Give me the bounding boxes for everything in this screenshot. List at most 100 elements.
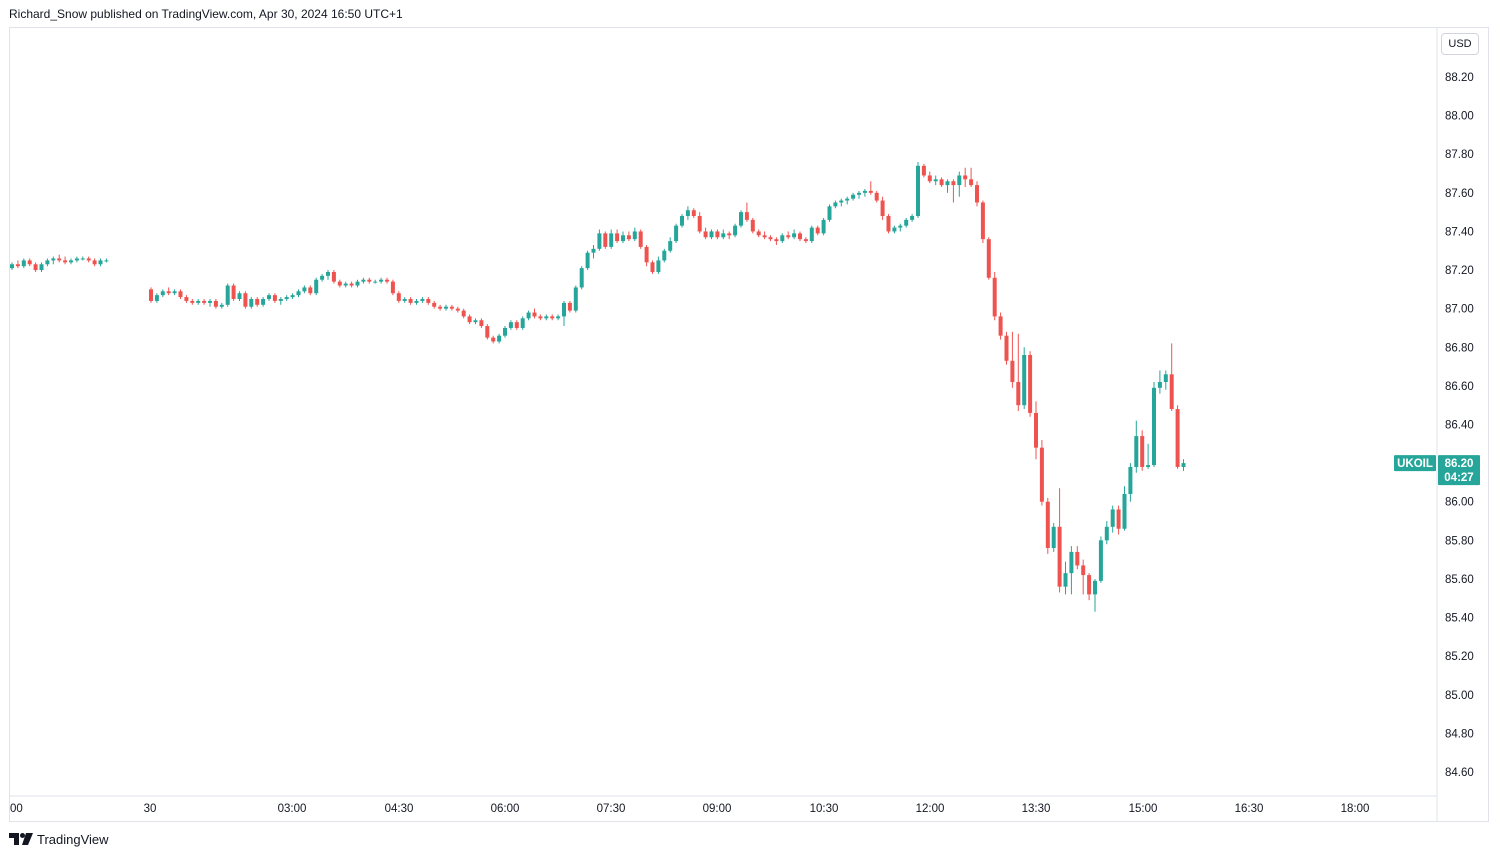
price-axis[interactable]: 88.20 88.00 87.80 87.60 87.40 87.20 87.00 86.80… [1445, 72, 1474, 779]
candle-body [497, 335, 502, 342]
candle-body [969, 179, 974, 186]
candle [597, 229, 602, 251]
candle-body [503, 327, 507, 336]
candle [160, 289, 165, 298]
candle [886, 214, 891, 234]
candle [739, 210, 743, 228]
candle [154, 293, 159, 303]
candle [426, 297, 431, 305]
candle-body [514, 322, 519, 328]
candle [27, 258, 32, 267]
candle-body [668, 241, 673, 251]
candle-body [355, 281, 360, 286]
candle [1175, 405, 1180, 469]
candle-body [1022, 355, 1027, 406]
candle-body [1093, 580, 1097, 595]
candle-body [1110, 509, 1115, 527]
candle [833, 200, 838, 209]
candle [92, 258, 97, 267]
candle-body [980, 202, 985, 240]
candle [86, 256, 91, 263]
candle [1134, 420, 1139, 473]
candle [1128, 463, 1133, 502]
candle-body [27, 260, 32, 265]
candle [697, 212, 702, 234]
price-tick-label: 86.00 [1445, 497, 1474, 509]
candle [255, 297, 260, 307]
candle [231, 283, 236, 301]
candle-body [685, 210, 690, 216]
candle-body [880, 200, 885, 216]
candle-body [1175, 409, 1180, 467]
price-tick-label: 85.20 [1445, 651, 1474, 663]
candle-body [432, 302, 437, 307]
candle [986, 237, 991, 280]
candle-body [219, 304, 224, 307]
currency-button[interactable]: USD [1441, 33, 1479, 55]
candle-body [798, 233, 802, 240]
candle-body [851, 194, 856, 199]
candle [331, 270, 336, 284]
candle [691, 208, 696, 218]
time-tick-label: 18:00 [1341, 803, 1370, 815]
time-tick-label: 06:00 [491, 803, 520, 815]
candle [98, 258, 103, 267]
candle-body [998, 316, 1003, 336]
candle-body [261, 299, 266, 305]
candle [485, 324, 490, 340]
candle [815, 225, 820, 236]
price-tick-label: 87.00 [1445, 304, 1474, 316]
candle [243, 291, 248, 309]
candle-body [225, 285, 230, 305]
candle-body [396, 293, 401, 301]
candle-body [827, 206, 832, 220]
candle-body [74, 258, 79, 261]
candle [1157, 370, 1162, 394]
candle [202, 299, 207, 305]
candle-body [1039, 447, 1044, 502]
candle-body [963, 175, 968, 180]
candle-body [638, 231, 643, 247]
candle-body [449, 306, 454, 309]
candle [1093, 578, 1097, 612]
candle [178, 289, 183, 300]
candle-body [255, 299, 260, 305]
candle [379, 277, 384, 284]
candle-body [1104, 526, 1109, 541]
candle [184, 295, 189, 303]
candle-body [780, 235, 785, 242]
candle [1163, 370, 1168, 390]
candle [780, 233, 785, 244]
candle [296, 289, 301, 298]
candle [827, 204, 832, 222]
candle-body [839, 200, 844, 203]
candle-body [15, 264, 20, 267]
candle [650, 260, 655, 274]
candle-body [709, 231, 714, 238]
candle-body [149, 289, 153, 301]
candle [638, 229, 643, 249]
time-axis[interactable]: 00 30 03:00 04:30 06:00 07:30 09:00 10:30 12:00 1… [10, 803, 1369, 815]
candle [1110, 505, 1115, 533]
candle [898, 223, 903, 232]
candle [208, 299, 212, 307]
candle [508, 320, 513, 330]
candle [449, 304, 454, 311]
candle-body [1134, 436, 1139, 467]
chart-frame [9, 27, 1489, 822]
price-tick-label: 86.60 [1445, 381, 1474, 393]
candle [939, 177, 944, 188]
candle-body [868, 190, 873, 193]
candle-body [733, 225, 738, 236]
candle [278, 297, 283, 305]
candle-body [45, 260, 50, 265]
brand[interactable]: TradingView [9, 831, 109, 847]
candle [373, 279, 378, 284]
candle-body [1063, 573, 1068, 587]
candle [1116, 505, 1121, 535]
symbol-label: UKOIL [1397, 458, 1433, 470]
candle [10, 262, 14, 271]
candle-body [296, 291, 301, 296]
candle-body [237, 293, 242, 300]
